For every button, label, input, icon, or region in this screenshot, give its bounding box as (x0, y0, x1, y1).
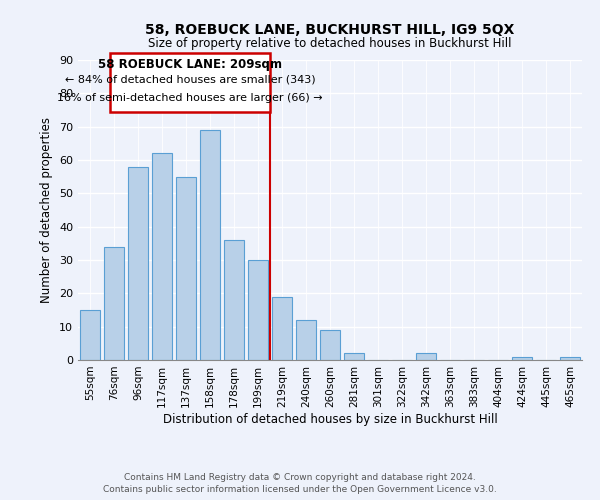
Text: 16% of semi-detached houses are larger (66) →: 16% of semi-detached houses are larger (… (58, 94, 323, 104)
X-axis label: Distribution of detached houses by size in Buckhurst Hill: Distribution of detached houses by size … (163, 412, 497, 426)
Bar (512, 356, 532, 360)
Bar (200, 130, 220, 360)
Bar (344, 354, 364, 360)
Text: 58 ROEBUCK LANE: 209sqm: 58 ROEBUCK LANE: 209sqm (98, 58, 282, 71)
Bar (104, 246, 124, 360)
Bar (416, 354, 436, 360)
Bar (320, 330, 340, 360)
Bar (296, 320, 316, 360)
Bar (248, 260, 268, 360)
Text: Contains HM Land Registry data © Crown copyright and database right 2024.: Contains HM Land Registry data © Crown c… (124, 472, 476, 482)
Bar (176, 176, 196, 360)
Bar (128, 166, 148, 360)
Y-axis label: Number of detached properties: Number of detached properties (40, 117, 53, 303)
Bar (224, 240, 244, 360)
Bar (80, 310, 100, 360)
Text: 58, ROEBUCK LANE, BUCKHURST HILL, IG9 5QX: 58, ROEBUCK LANE, BUCKHURST HILL, IG9 5Q… (145, 22, 515, 36)
Bar (152, 154, 172, 360)
Bar (272, 296, 292, 360)
Bar (560, 356, 580, 360)
Text: Size of property relative to detached houses in Buckhurst Hill: Size of property relative to detached ho… (148, 38, 512, 51)
Bar (110, 54, 270, 112)
Text: Contains public sector information licensed under the Open Government Licence v3: Contains public sector information licen… (103, 485, 497, 494)
Text: ← 84% of detached houses are smaller (343): ← 84% of detached houses are smaller (34… (65, 75, 316, 85)
